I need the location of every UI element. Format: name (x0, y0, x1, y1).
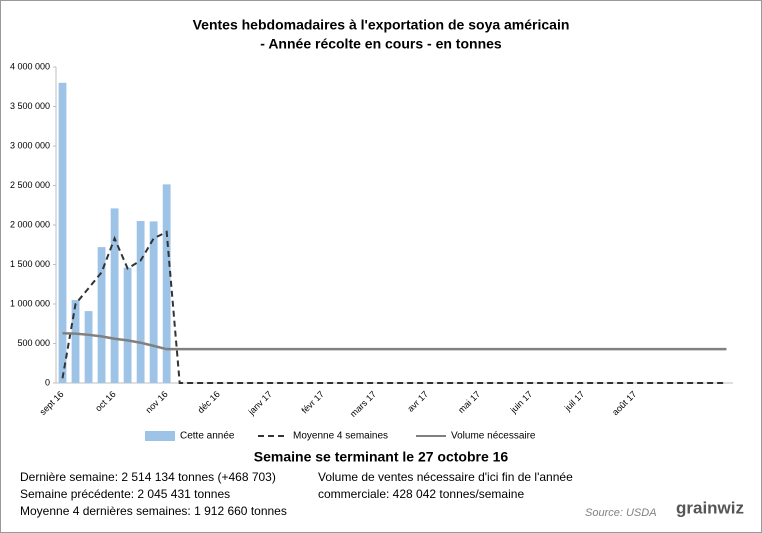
bar (110, 208, 119, 383)
note: commerciale: 428 042 tonnes/semaine (318, 487, 524, 501)
logo: grainwiz (676, 498, 744, 517)
note: Moyenne 4 dernières semaines: 1 912 660 … (20, 504, 287, 518)
note: Volume de ventes nécessaire d'ici fin de… (318, 470, 573, 484)
legend-label: Cette année (180, 431, 235, 442)
line (62, 331, 727, 351)
bar (97, 247, 106, 383)
bar (71, 300, 80, 383)
y-tick-label: 0 (45, 377, 50, 387)
bar (123, 267, 132, 383)
bar (84, 311, 93, 383)
legend-label: Volume nécessaire (451, 431, 536, 442)
y-tick-label: 1 500 000 (10, 259, 50, 269)
y-tick-label: 500 000 (17, 338, 50, 348)
bar (58, 82, 67, 384)
source: Source: USDA (585, 507, 657, 519)
note: Dernière semaine: 2 514 134 tonnes (+468… (20, 470, 276, 484)
y-tick-label: 3 500 000 (10, 101, 50, 111)
chart-title: Ventes hebdomadaires à l'exportation de … (193, 17, 570, 33)
y-tick-label: 3 000 000 (10, 140, 50, 150)
note: Semaine précédente: 2 045 431 tonnes (20, 487, 230, 501)
week-heading: Semaine se terminant le 27 octobre 16 (254, 449, 509, 465)
bar (136, 221, 145, 383)
y-tick-label: 4 000 000 (10, 61, 50, 71)
chart-subtitle: - Année récolte en cours - en tonnes (260, 36, 502, 52)
y-tick-label: 2 000 000 (10, 219, 50, 229)
bar (149, 221, 158, 383)
y-tick-label: 2 500 000 (10, 180, 50, 190)
y-tick-label: 1 000 000 (10, 298, 50, 308)
legend-swatch (145, 431, 175, 441)
bar (162, 184, 171, 383)
legend-label: Moyenne 4 semaines (293, 431, 388, 442)
